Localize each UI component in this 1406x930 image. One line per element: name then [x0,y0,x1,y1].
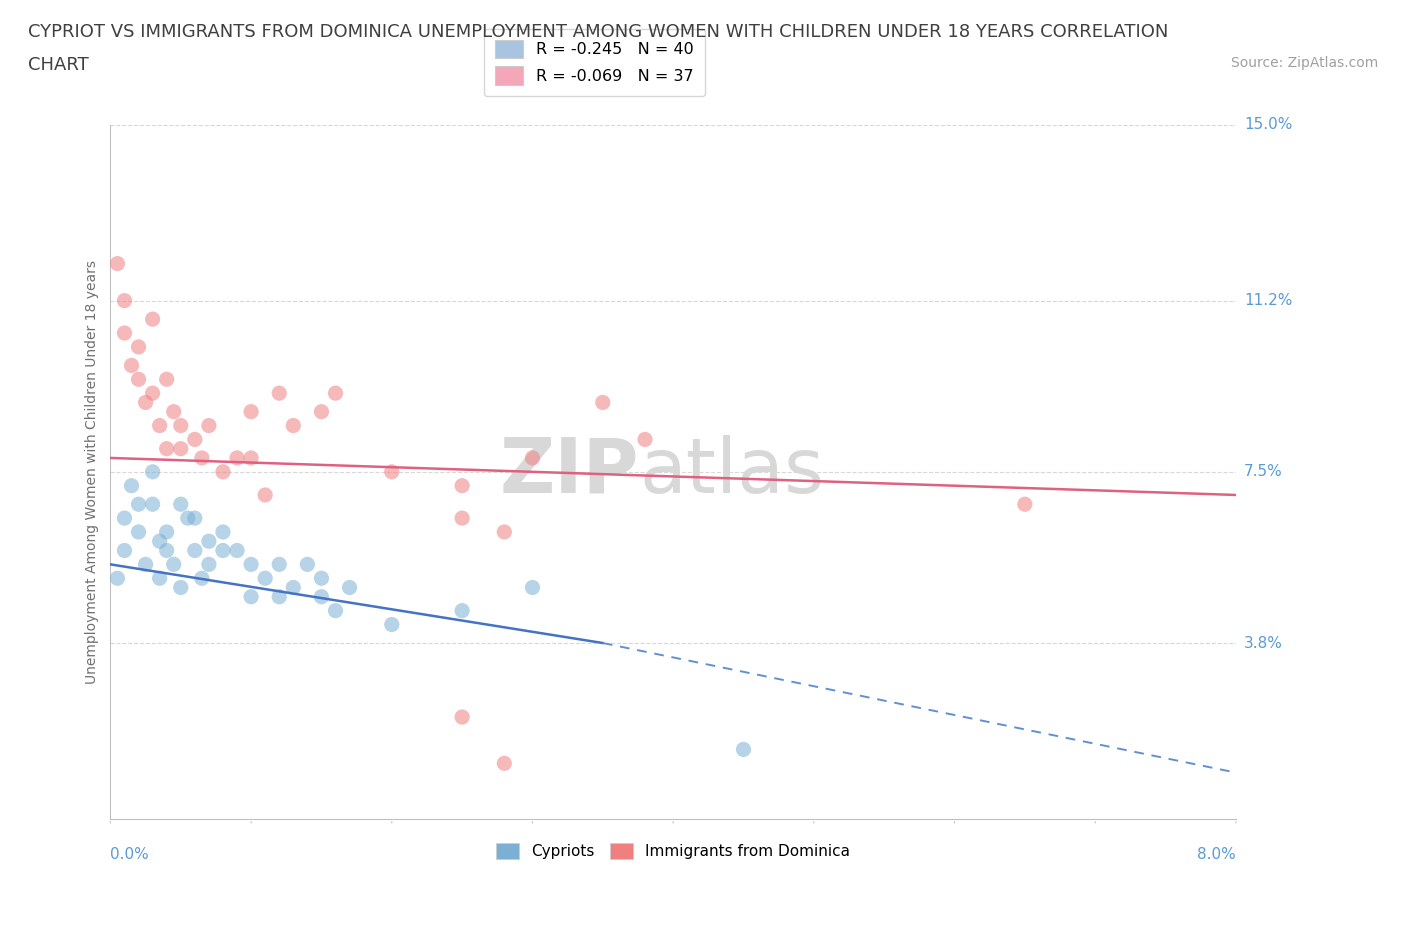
Y-axis label: Unemployment Among Women with Children Under 18 years: Unemployment Among Women with Children U… [86,259,100,684]
Point [114,326,136,340]
Point [128,339,150,354]
Point [163,557,186,572]
Text: ZIP: ZIP [501,435,640,509]
Point [156,372,179,387]
Text: 15.0%: 15.0% [1244,117,1292,132]
Point [142,464,165,479]
Point [184,432,207,447]
Point [283,580,305,595]
Point [149,571,172,586]
Point [121,478,143,493]
Point [494,525,516,539]
Point [198,418,221,433]
Point [325,386,347,401]
Point [634,432,657,447]
Point [325,604,347,618]
Point [156,543,179,558]
Point [170,418,193,433]
Point [339,580,361,595]
Point [156,441,179,456]
Point [212,543,235,558]
Point [128,497,150,512]
Point [184,511,207,525]
Point [269,557,291,572]
Point [177,511,200,525]
Point [191,450,214,465]
Point [191,571,214,586]
Point [135,395,157,410]
Point [184,543,207,558]
Point [311,571,333,586]
Point [107,571,129,586]
Point [451,604,474,618]
Point [212,464,235,479]
Point [198,557,221,572]
Point [135,557,157,572]
Point [592,395,614,410]
Text: Source: ZipAtlas.com: Source: ZipAtlas.com [1230,56,1378,70]
Point [269,386,291,401]
Point [1014,497,1036,512]
Point [226,450,249,465]
Point [269,590,291,604]
Text: 0.0%: 0.0% [111,846,149,861]
Point [240,405,263,419]
Point [107,256,129,271]
Point [451,511,474,525]
Text: CHART: CHART [28,56,89,73]
Point [240,590,263,604]
Point [283,418,305,433]
Text: atlas: atlas [640,435,824,509]
Point [114,511,136,525]
Text: 3.8%: 3.8% [1244,635,1284,650]
Point [522,450,544,465]
Point [381,618,404,632]
Point [198,534,221,549]
Point [170,441,193,456]
Point [297,557,319,572]
Point [114,293,136,308]
Point [451,478,474,493]
Point [311,590,333,604]
Point [522,580,544,595]
Point [254,487,277,502]
Point [254,571,277,586]
Text: 7.5%: 7.5% [1244,464,1282,479]
Point [142,312,165,326]
Point [149,418,172,433]
Point [170,497,193,512]
Point [142,386,165,401]
Point [212,525,235,539]
Point [128,372,150,387]
Text: CYPRIOT VS IMMIGRANTS FROM DOMINICA UNEMPLOYMENT AMONG WOMEN WITH CHILDREN UNDER: CYPRIOT VS IMMIGRANTS FROM DOMINICA UNEM… [28,23,1168,41]
Point [226,543,249,558]
Text: 11.2%: 11.2% [1244,293,1292,308]
Text: 8.0%: 8.0% [1197,846,1236,861]
Point [142,497,165,512]
Point [114,543,136,558]
Point [121,358,143,373]
Point [381,464,404,479]
Point [494,756,516,771]
Point [311,405,333,419]
Point [451,710,474,724]
Point [170,580,193,595]
Point [156,525,179,539]
Point [240,450,263,465]
Point [128,525,150,539]
Point [163,405,186,419]
Point [149,534,172,549]
Point [733,742,755,757]
Legend: Cypriots, Immigrants from Dominica: Cypriots, Immigrants from Dominica [488,835,858,867]
Point [240,557,263,572]
